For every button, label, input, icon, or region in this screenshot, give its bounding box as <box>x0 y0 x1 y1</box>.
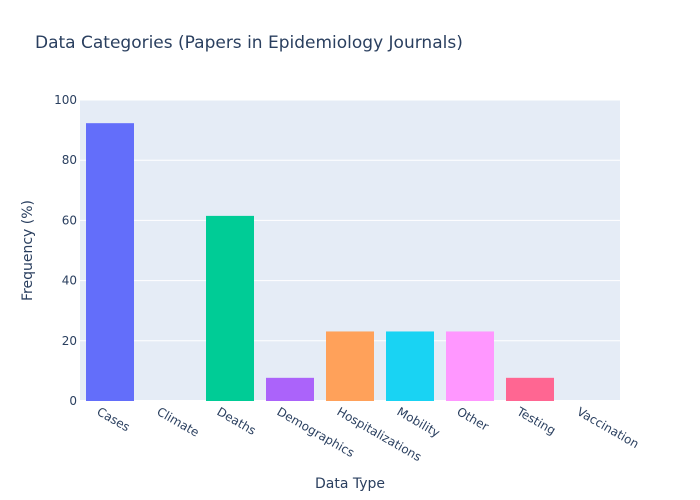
y-tick-label: 100 <box>54 93 77 107</box>
x-tick-label: Testing <box>514 404 558 438</box>
bar-demographics <box>266 377 314 401</box>
y-tick-label: 40 <box>62 274 77 288</box>
x-tick-labels: Cases Climate Deaths DemographicsHospitaliz… <box>95 404 642 464</box>
y-tick-labels: 0 20 40 60 80 100 <box>54 93 77 408</box>
x-tick-label: Other <box>455 404 492 433</box>
chart-title: Data Categories (Papers in Epidemiology … <box>35 33 463 53</box>
x-tick-label: Cases <box>95 404 133 434</box>
bar-testing <box>506 377 554 401</box>
x-tick-label: Vaccination <box>575 404 642 451</box>
bar-other <box>446 331 494 401</box>
x-axis-title: Data Type <box>315 476 385 492</box>
bar-cases <box>86 123 134 401</box>
x-tick-label: Climate <box>155 404 202 439</box>
y-tick-label: 20 <box>62 334 77 348</box>
x-tick-label: Mobility <box>395 404 443 440</box>
y-tick-label: 60 <box>62 213 77 227</box>
bars <box>86 123 554 401</box>
y-tick-label: 0 <box>69 394 77 408</box>
y-axis-title: Frequency (%) <box>20 200 36 301</box>
y-tick-label: 80 <box>62 153 77 167</box>
bar-mobility <box>386 331 434 401</box>
bar-hospitalizations <box>326 331 374 401</box>
x-tick-label: Deaths <box>215 404 259 437</box>
bar-deaths <box>206 215 254 401</box>
